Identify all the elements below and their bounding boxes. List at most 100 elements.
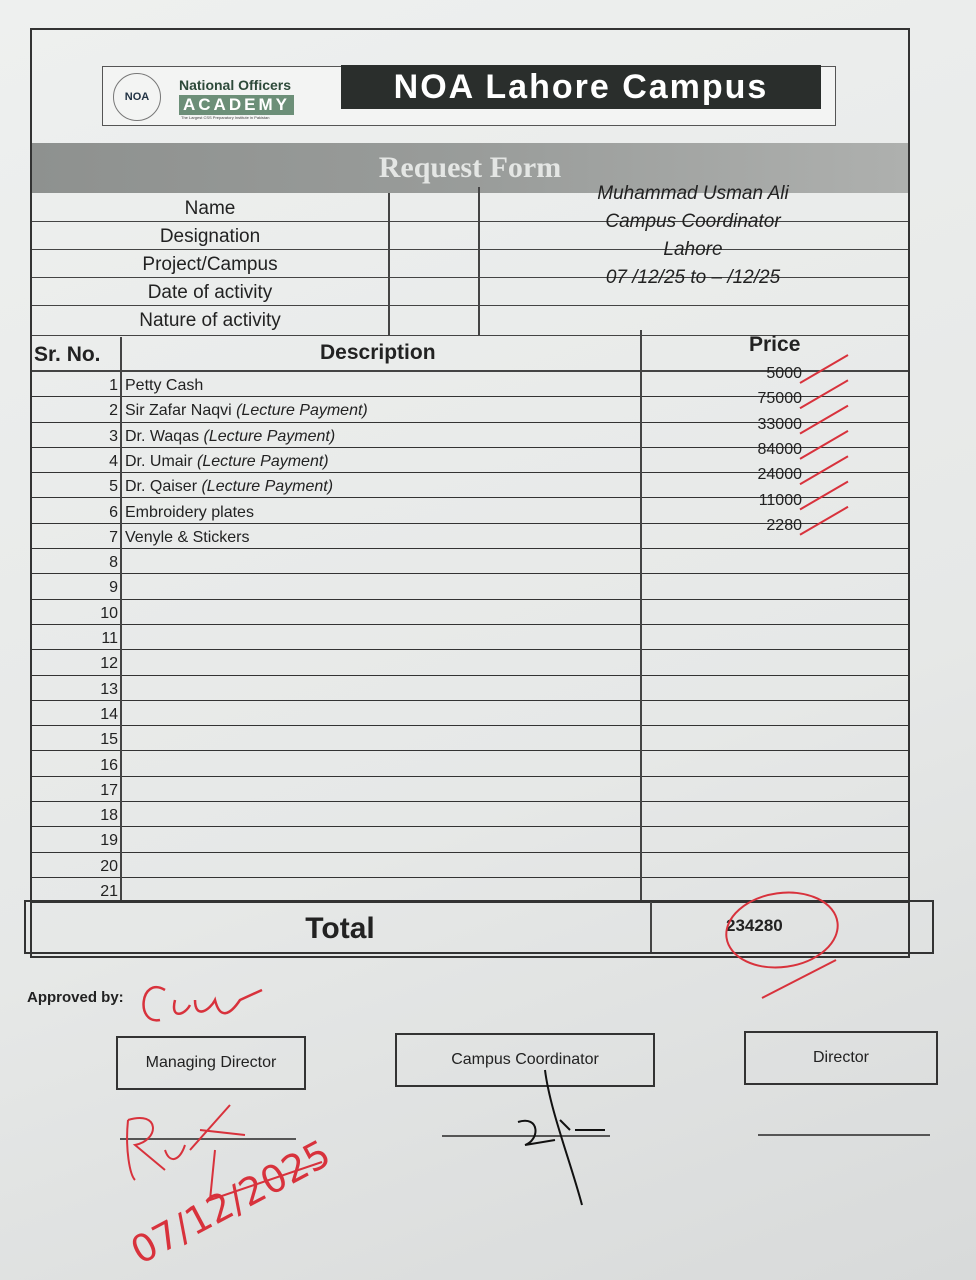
check-mark: [799, 379, 849, 410]
price-header: Price: [749, 333, 801, 356]
row-description: Petty Cash: [125, 377, 203, 395]
campus-title: NOA Lahore Campus: [341, 65, 821, 109]
row-sr-no: 21: [100, 883, 118, 900]
logo-name: National Officers: [179, 77, 292, 93]
row-sr-no: 17: [100, 781, 118, 799]
row-sr-no: 20: [100, 857, 118, 875]
campus-coordinator-box: Campus Coordinator: [395, 1033, 655, 1087]
row-description: Embroidery plates: [125, 504, 254, 522]
divider: [388, 193, 390, 335]
info-row-name: Name Muhammad Usman Ali: [32, 183, 908, 222]
row-sr-no: 13: [100, 680, 118, 698]
table-row: 5 Dr. Qaiser (Lecture Payment) 24000: [32, 466, 908, 499]
logo-academy: ACADEMY: [179, 95, 294, 115]
row-sr-no: 1: [109, 377, 118, 394]
table-row: 6 Embroidery plates 11000: [32, 492, 908, 524]
table-row: 19: [32, 826, 908, 853]
row-price: 84000: [757, 440, 803, 458]
info-row-designation: Designation Campus Coordinator: [32, 211, 908, 250]
row-price: 2280: [766, 516, 802, 534]
row-sr-no: 5: [109, 478, 118, 496]
campus-coordinator-label: Campus Coordinator: [451, 1051, 599, 1068]
check-mark: [799, 505, 849, 536]
table-row: 12: [32, 649, 908, 676]
table-row: 8: [32, 548, 908, 575]
description-header: Description: [320, 341, 436, 364]
divider: [120, 337, 122, 902]
row-sr-no: 10: [100, 604, 118, 622]
row-sr-no: 14: [100, 705, 118, 723]
row-description-note: (Lecture Payment): [201, 478, 334, 496]
info-row-nature: Nature of activity: [32, 305, 908, 336]
date-value: 07 /12/25 to – /12/25: [605, 267, 781, 288]
row-sr-no: 15: [100, 731, 118, 749]
table-row: 16: [32, 751, 908, 777]
md-signature-line: [120, 1138, 296, 1140]
approved-by-label: Approved by:: [27, 989, 124, 1006]
table-row: 2 Sir Zafar Naqvi (Lecture Payment) 75000: [32, 390, 908, 423]
info-row-campus: Project/Campus Lahore: [32, 239, 908, 278]
cc-signature: [517, 1069, 605, 1206]
row-sr-no: 12: [100, 655, 118, 673]
approver-signature: [142, 986, 263, 1022]
table-row: 9: [32, 573, 908, 600]
check-mark: [799, 480, 849, 511]
row-description: Venyle & Stickers: [125, 529, 250, 547]
row-sr-no: 16: [100, 756, 118, 774]
director-box: Director: [744, 1031, 938, 1085]
divider: [650, 902, 652, 952]
row-sr-no: 2: [109, 402, 118, 420]
designation-label: Designation: [159, 226, 261, 247]
md-signature: [126, 1104, 323, 1202]
total-tick-mark: [761, 959, 837, 999]
row-sr-no: 18: [100, 807, 118, 825]
designation-value: Campus Coordinator: [605, 211, 781, 232]
row-description: Sir Zafar Naqvi (Lecture Payment): [125, 402, 368, 420]
row-description-text: Embroidery plates: [125, 503, 254, 521]
row-description-text: Dr. Waqas: [125, 427, 204, 445]
check-mark: [799, 354, 849, 384]
cc-signature-line: [442, 1135, 610, 1137]
table-row: 14: [32, 700, 908, 727]
row-description-note: (Lecture Payment): [197, 452, 329, 470]
table-row: 4 Dr. Umair (Lecture Payment) 84000: [32, 441, 908, 474]
table-row: 13: [32, 675, 908, 701]
row-sr-no: 8: [109, 554, 118, 572]
table-row: 18: [32, 801, 908, 828]
date-label: Date of activity: [147, 282, 273, 303]
row-sr-no: 6: [109, 503, 118, 521]
divider: [32, 370, 908, 372]
handwritten-date: 07/12/2025: [124, 1131, 338, 1273]
table-row: 11: [32, 624, 908, 651]
campus-label: Project/Campus: [142, 254, 278, 275]
info-row-date: Date of activity 07 /12/25 to – /12/25: [32, 267, 908, 306]
campus-value: Lahore: [663, 239, 723, 260]
table-row: 3 Dr. Waqas (Lecture Payment) 33000: [32, 416, 908, 448]
check-mark: [799, 430, 849, 460]
row-price: 5000: [766, 365, 802, 382]
nature-label: Nature of activity: [139, 310, 281, 331]
row-description-text: Petty Cash: [125, 377, 204, 394]
logo-tagline: The Largest CSS Preparatory Institute in…: [181, 115, 270, 120]
divider: [640, 330, 642, 902]
table-row: 17: [32, 776, 908, 803]
row-sr-no: 7: [109, 528, 118, 546]
header-logo-box: NOA National Officers ACADEMY The Larges…: [102, 65, 836, 126]
form-title: Request Form: [32, 143, 908, 193]
noa-seal-logo: NOA: [113, 73, 161, 121]
table-row: 10: [32, 599, 908, 625]
row-description-note: (Lecture Payment): [236, 402, 368, 420]
managing-director-label: Managing Director: [145, 1054, 277, 1071]
row-description-text: Dr. Qaiser: [125, 478, 202, 496]
row-description-note: (Lecture Payment): [203, 427, 336, 445]
check-mark: [799, 455, 849, 486]
row-description: Dr. Waqas (Lecture Payment): [125, 428, 335, 446]
row-description-text: Sir Zafar Naqvi: [125, 402, 237, 420]
row-sr-no: 11: [101, 630, 118, 647]
total-value: 234280: [726, 916, 783, 935]
row-price: 24000: [757, 466, 803, 484]
form-border: [30, 28, 910, 958]
total-label: Total: [305, 912, 375, 945]
table-row: 15: [32, 725, 908, 752]
